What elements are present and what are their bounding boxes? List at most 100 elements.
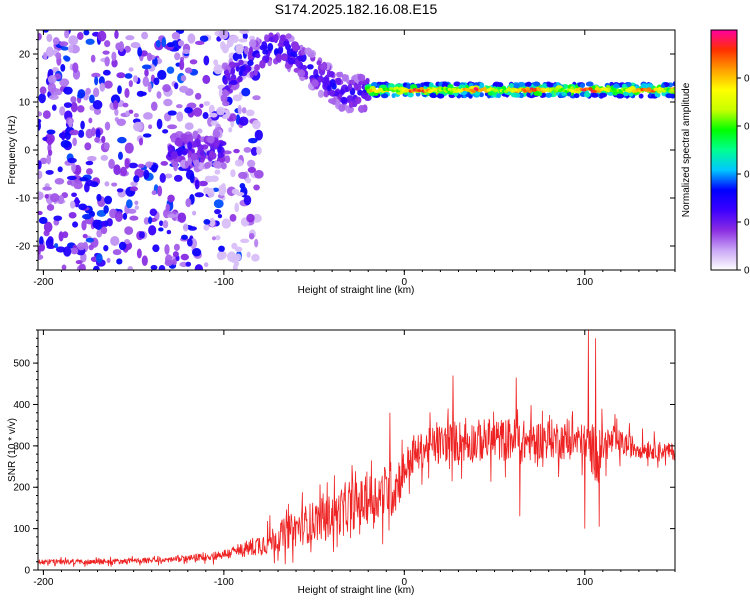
spectrogram-cell (185, 198, 192, 208)
spectrogram-cell (239, 183, 246, 189)
spectrogram-cell (629, 87, 634, 91)
spectrogram-cell (225, 108, 230, 119)
spectrogram-cell (129, 186, 138, 192)
spectrogram-cell (166, 229, 172, 235)
spectrogram-cell (59, 78, 70, 87)
spectrogram-cell (335, 99, 340, 108)
spectrogram-cell (251, 253, 260, 262)
spectrogram-cell (512, 83, 520, 89)
spectrogram-cell (111, 59, 118, 68)
spectrogram-cell (202, 111, 209, 120)
spectrogram-cell (574, 93, 580, 99)
spectrogram-cell (348, 100, 353, 109)
spectrogram-cell (198, 180, 208, 187)
spectrogram-cell (116, 72, 126, 79)
spectrogram-cell (72, 221, 79, 228)
spectrogram-cell (281, 55, 288, 61)
spectrogram-cell (172, 251, 179, 258)
spectrogram-cell (100, 154, 109, 161)
spectrogram-cell (214, 169, 221, 175)
spectrogram-cell (110, 236, 120, 247)
spectrogram-cell (479, 92, 484, 98)
spectrogram-cell (95, 128, 101, 140)
spectrogram-cell (142, 133, 152, 138)
spectrogram-cell (203, 219, 211, 225)
spectrogram-cell (175, 138, 183, 147)
spectrogram-cell (84, 142, 92, 151)
spectrogram-cell (453, 81, 461, 87)
spectrogram-cell (546, 82, 555, 88)
spectrogram-cell (97, 30, 107, 42)
spectrogram-cell (38, 160, 42, 170)
spectrogram-cell (194, 264, 204, 270)
spectrogram-cell (143, 112, 153, 120)
spectrogram-cell (203, 262, 209, 268)
x-tick-label: -200 (33, 577, 53, 588)
spectrogram-cell (364, 94, 372, 102)
y-tick-label: 10 (19, 98, 31, 109)
spectrogram-cell (317, 89, 324, 98)
spectrogram-cell (230, 67, 236, 75)
spectrogram-cell (248, 232, 255, 240)
spectrogram-cell (665, 93, 673, 99)
spectrogram-cell (102, 69, 111, 76)
spectrogram-cell (185, 261, 192, 267)
spectrogram-cell (166, 66, 175, 74)
spectrogram-cell (39, 236, 44, 247)
spectrogram-cell (207, 187, 215, 198)
spectrogram-cell (496, 93, 502, 99)
spectrogram-cell (613, 83, 620, 89)
spectrogram-cell (216, 106, 225, 116)
spectrogram-cell (57, 166, 63, 173)
y-tick-label: 500 (13, 359, 30, 370)
spectrogram-cell (38, 120, 41, 132)
spectrogram-cell (85, 237, 94, 243)
spectrogram-cell (297, 69, 306, 78)
spectrogram-cell (38, 93, 46, 104)
spectrogram-cell (140, 91, 147, 96)
spectrogram-cell (353, 83, 359, 91)
snr-x-label: Height of straight line (km) (298, 585, 415, 596)
spectrogram-cell (62, 231, 69, 239)
spectrogram-cell (599, 92, 607, 98)
spectrogram-cell (165, 203, 170, 213)
spectrogram-cell (317, 76, 323, 83)
spectrogram-cell (68, 44, 74, 53)
spectrogram-cell (221, 89, 229, 96)
spectrogram-cell (255, 53, 261, 59)
spectrogram-cell (134, 205, 139, 210)
spectrogram-cell (192, 142, 198, 148)
spectrogram-cell (64, 56, 71, 62)
spectrogram-cell (277, 45, 284, 55)
spectrogram-cell (172, 258, 177, 266)
spectrogram-cell (137, 47, 143, 57)
spectrogram-cell (96, 193, 102, 202)
spectrogram-cell (447, 83, 454, 89)
spectrogram-cell (350, 79, 356, 86)
spectrogram-cell (106, 257, 111, 263)
spectrogram-cell (174, 82, 179, 90)
spectrogram-cell (237, 75, 243, 83)
spectrogram-cell (69, 200, 76, 209)
spectrogram-cell (228, 127, 233, 133)
spectrogram-cell (230, 169, 236, 178)
spectrogram-cell (93, 87, 100, 98)
spectrogram-cell (170, 151, 178, 160)
spectrogram-cell (91, 127, 96, 137)
spectrogram-cell (70, 96, 77, 104)
spectrogram-cell (167, 194, 175, 203)
snr-x-ticks: -200 -100 0 100 (33, 330, 676, 588)
colorbar-gradient (710, 29, 738, 271)
spectrogram-cell (215, 235, 221, 241)
spectrogram-cell (212, 130, 221, 138)
spectrogram-cell (626, 82, 632, 88)
spectrogram-cell (79, 176, 89, 182)
snr-panel: -200 -100 0 100 0 100 200 300 400 500 Height of … (7, 329, 676, 596)
spectrogram-cell (213, 139, 220, 148)
spectrogram-cell (238, 38, 248, 43)
spectrogram-cell (254, 129, 263, 141)
spectrogram-cell (533, 81, 541, 87)
spectrogram-cell (111, 51, 117, 62)
spectrogram-cell (380, 93, 389, 99)
